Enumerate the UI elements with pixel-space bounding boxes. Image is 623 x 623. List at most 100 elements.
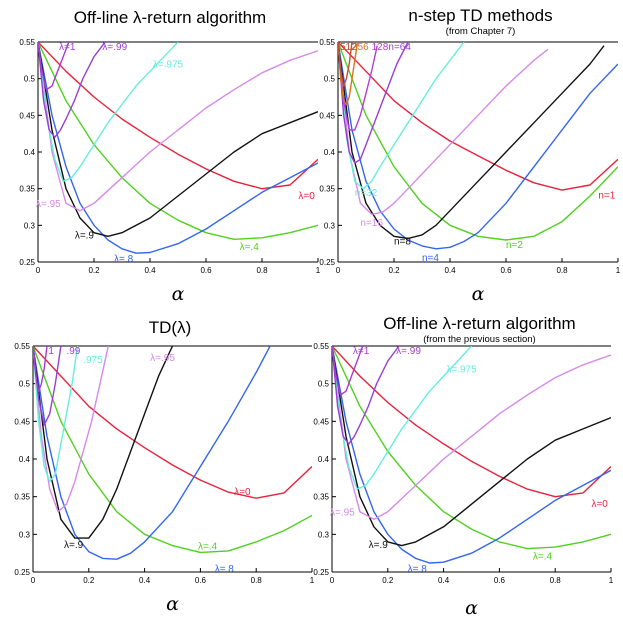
chart-plot-area: 0.25 0.3 0.35 0.4 0.45 0.5 0.55 0 0.2 0.4 0.6 0.8 1 α… [319, 38, 621, 305]
chart-title-text: n-step TD methods [408, 6, 553, 25]
y-tick-label: 0.25 [19, 258, 35, 267]
x-axis-label: α [172, 283, 185, 305]
series-line-8 [38, 42, 318, 254]
series-label: λ=1 [59, 42, 76, 53]
series-label: 128 [372, 42, 389, 53]
y-tick-label: 0.45 [19, 111, 35, 120]
series-line-n-2 [338, 42, 618, 241]
series-label: λ=.4 [198, 541, 218, 552]
series-line-975 [33, 346, 79, 483]
series-line-0 [33, 346, 312, 499]
x-tick-label: 1 [616, 266, 621, 275]
series-label: 1 [48, 346, 54, 357]
series-line-n-16 [338, 42, 549, 216]
x-tick-label: 0 [31, 576, 36, 585]
series-label: n=4 [422, 253, 439, 264]
series-label: λ=.8 [408, 564, 428, 575]
series-group [338, 42, 618, 250]
series-line-128 [338, 42, 378, 131]
series-label: n=32 [355, 188, 378, 199]
chart-subtitle-text: (from the previous section) [423, 334, 536, 345]
x-tick-label: 0.6 [195, 576, 207, 585]
series-line-4 [33, 346, 312, 554]
series-line-95 [332, 346, 611, 521]
series-line-4 [38, 42, 318, 241]
y-tick-label: 0.35 [14, 493, 30, 502]
series-label: λ=0 [298, 191, 315, 202]
y-tick-label: 0.3 [324, 221, 336, 230]
chart-title: Off-line λ-return algorithm (from the pr… [336, 314, 623, 345]
series-line-n-1 [338, 42, 618, 191]
x-tick-label: 0.2 [382, 576, 394, 585]
x-tick-label: 1 [316, 266, 321, 275]
chart-title-text: Off-line λ-return algorithm [73, 8, 267, 27]
x-tick-label: 0.8 [556, 266, 568, 275]
series-label: λ=.9 [75, 231, 95, 242]
series-line-8 [332, 346, 611, 564]
series-group [33, 346, 312, 560]
x-tick-label: 0.8 [256, 266, 268, 275]
series-label: λ=.95 [150, 353, 175, 364]
y-tick-label: 0.4 [19, 455, 31, 464]
y-tick-label: 0.3 [318, 530, 330, 539]
series-line-1 [38, 42, 70, 91]
x-tick-label: 0.8 [251, 576, 263, 585]
series-line-99 [332, 346, 400, 445]
x-axis-label: α [465, 597, 478, 619]
y-tick-label: 0.4 [318, 455, 330, 464]
series-line-975 [332, 346, 473, 490]
chart-title-text: Off-line λ-return algorithm [383, 314, 576, 333]
x-tick-label: 1 [310, 576, 315, 585]
series-line-975 [38, 42, 179, 183]
chart-title-text: TD(λ) [148, 318, 192, 337]
y-tick-label: 0.45 [319, 111, 335, 120]
chart-title: TD(λ) [20, 318, 320, 338]
x-tick-label: 0.6 [494, 576, 506, 585]
series-label: 256 [352, 42, 369, 53]
x-tick-label: 0.2 [388, 266, 400, 275]
y-tick-label: 0.4 [324, 148, 336, 157]
series-line-9 [332, 346, 611, 547]
series-label: λ=1 [353, 346, 370, 357]
series-line-1 [332, 346, 364, 396]
series-label: n=8 [394, 237, 411, 248]
series-line-4 [332, 346, 611, 550]
x-tick-label: 0.6 [200, 266, 212, 275]
series-label: λ=.9 [64, 540, 84, 551]
y-tick-label: 0.45 [313, 417, 329, 426]
x-tick-label: 0.4 [144, 266, 156, 275]
y-tick-label: 0.5 [19, 380, 31, 389]
series-label: n=1 [598, 191, 615, 202]
series-label: λ=.4 [240, 242, 260, 253]
y-tick-label: 0.25 [14, 568, 30, 577]
series-line-8 [33, 346, 271, 560]
chart-plot-area: 0.25 0.3 0.35 0.4 0.45 0.5 0.55 0 0.2 0.4 0.6 0.8 1 α… [14, 342, 315, 615]
x-tick-label: 0.4 [438, 576, 450, 585]
y-tick-label: 0.35 [19, 185, 35, 194]
x-tick-label: 0.4 [444, 266, 456, 275]
series-label: λ=.9 [369, 540, 389, 551]
series-label: n=16 [360, 218, 383, 229]
x-axis-label: α [472, 283, 485, 305]
y-tick-label: 0.45 [14, 417, 30, 426]
series-line-256 [338, 42, 359, 106]
y-tick-label: 0.5 [324, 75, 336, 84]
y-tick-label: 0.35 [313, 493, 329, 502]
series-line-n-8 [338, 42, 605, 240]
series-line-512 [338, 42, 353, 87]
x-tick-label: 0 [36, 266, 41, 275]
x-axis-label: α [166, 593, 179, 615]
series-label: λ=0 [234, 487, 251, 498]
series-label: λ=0 [591, 499, 608, 510]
series-label: λ=.4 [533, 551, 553, 562]
series-group [332, 346, 611, 564]
y-tick-label: 0.55 [14, 342, 30, 351]
x-tick-label: 0.8 [550, 576, 562, 585]
series-line-95 [38, 42, 318, 212]
chart-title: n-step TD methods (from Chapter 7) [338, 6, 623, 37]
y-tick-label: 0.35 [319, 185, 335, 194]
y-tick-label: 0.3 [24, 221, 36, 230]
x-tick-label: 1 [609, 576, 614, 585]
series-group [38, 42, 318, 254]
x-tick-label: 0.4 [139, 576, 151, 585]
